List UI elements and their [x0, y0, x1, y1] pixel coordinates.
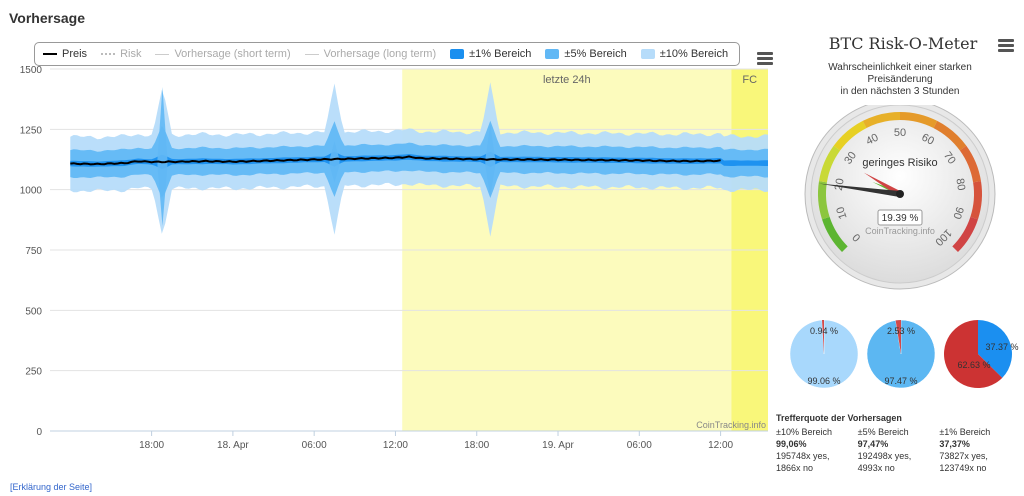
legend-label: Vorhersage (long term)	[323, 48, 437, 60]
x-tick-label: 19. Apr	[542, 440, 574, 451]
x-tick-label: 12:00	[383, 440, 408, 451]
gauge-tick-label: 80	[953, 177, 967, 191]
gauge-value: 19.39 %	[882, 213, 919, 224]
gauge-band	[933, 120, 967, 151]
gauge-band	[862, 112, 901, 129]
x-tick-label: 18. Apr	[217, 440, 249, 451]
legend-symbol	[101, 53, 116, 55]
gauge-menu-icon[interactable]	[998, 39, 1014, 53]
legend-symbol	[640, 49, 655, 59]
pie-hit-label: 37.37 %	[985, 342, 1018, 352]
legend-symbol	[304, 53, 319, 55]
gauge-tick-label: 20	[833, 177, 847, 191]
legend-label: ±5% Bereich	[564, 48, 627, 60]
gauge-subtitle: Wahrscheinlichkeit einer starken Preisän…	[828, 62, 972, 97]
stats-title: Trefferquote der Vorhersagen	[776, 413, 902, 423]
volatility-spike	[157, 87, 168, 226]
gauge-hand-marker	[863, 172, 902, 196]
gauge-needle	[818, 183, 901, 197]
gauge-band	[970, 181, 982, 220]
y-tick-label: 0	[36, 427, 42, 438]
legend-item[interactable]: ±10% Bereich	[640, 48, 729, 60]
risk-label: geringes Risiko	[862, 157, 937, 169]
gauge-band	[818, 181, 830, 220]
gauge-tick-label: 40	[864, 132, 880, 148]
gauge-tick-label: 90	[950, 205, 965, 220]
y-tick-label: 500	[25, 306, 42, 317]
y-tick-label: 250	[25, 367, 42, 378]
x-tick-label: 18:00	[139, 440, 164, 451]
region-label: letzte 24h	[543, 74, 591, 86]
price-line	[70, 155, 721, 166]
band-area	[70, 151, 769, 169]
pie-hit-label: 99.06 %	[807, 376, 840, 386]
pie-miss-slice	[895, 320, 901, 354]
pie-miss-label: 0.94 %	[810, 326, 838, 336]
legend-symbol	[155, 53, 170, 55]
gauge-tick-label: 60	[920, 132, 936, 148]
gauge-credit: CoinTracking.info	[865, 226, 935, 236]
volatility-spike	[329, 141, 340, 183]
volatility-spike	[485, 124, 496, 197]
gauge-band	[959, 145, 981, 183]
x-tick-label: 12:00	[708, 440, 733, 451]
hit-rate-pies: 0.94 % 99.06 % 2.53 % 97.47 % 37.37 % 62.63 %	[789, 319, 1019, 389]
gauge-band	[833, 120, 867, 151]
legend-symbol	[450, 49, 465, 59]
legend-symbol	[545, 49, 560, 59]
legend-label: Risk	[120, 48, 142, 60]
legend-item[interactable]: ±5% Bereich	[545, 48, 627, 60]
gauge-title: BTC Risk-O-Meter	[828, 34, 978, 53]
y-tick-label: 750	[25, 246, 42, 257]
stats-col-1: ±1% Bereich 37,37% 73827x yes, 123749x n…	[939, 427, 991, 473]
pie-hit-slice	[978, 320, 1012, 378]
pie-miss-label: 62.63 %	[957, 360, 990, 370]
legend-label: ±10% Bereich	[659, 48, 729, 60]
x-tick-label: 06:00	[627, 440, 652, 451]
pie-hit-slice	[789, 319, 859, 389]
gauge-band	[899, 112, 938, 129]
hit-rate-stats: Trefferquote der Vorhersagen ±10% Bereic…	[776, 413, 1021, 474]
legend-item[interactable]: Vorhersage (long term)	[304, 48, 437, 60]
legend-label: Preis	[62, 48, 88, 60]
chart-legend: Preis Risk Vorhersage (short term) Vorhersa…	[34, 42, 740, 66]
legend-item[interactable]: Risk	[101, 48, 141, 60]
stats-col-5: ±5% Bereich 97,47% 192498x yes, 4993x no	[857, 427, 912, 473]
legend-symbol	[43, 53, 57, 55]
y-tick-label: 1500	[20, 65, 43, 76]
pie-hit-slice	[866, 319, 936, 389]
gauge-tick-label: 50	[894, 127, 906, 139]
page-title: Vorhersage	[9, 10, 85, 26]
chart-credit: CoinTracking.info	[696, 420, 766, 430]
gauge-pivot	[896, 190, 904, 198]
gauge-tick-label: 70	[941, 150, 958, 167]
gauge-band	[952, 216, 978, 252]
legend-item[interactable]: Vorhersage (short term)	[155, 48, 291, 60]
forecast-chart: letzte 24h FC 0 250 500 750 1000 1250 1500 18:00 1…	[20, 65, 769, 451]
legend-item[interactable]: Preis	[43, 48, 87, 60]
pie-miss-slice	[821, 320, 824, 354]
pie-hit-label: 97.47 %	[884, 376, 917, 386]
region-label: FC	[742, 74, 757, 86]
gauge-value-box	[877, 209, 923, 226]
stats-col-10: ±10% Bereich 99,06% 195748x yes, 1866x n…	[776, 427, 832, 473]
legend-label: ±1% Bereich	[469, 48, 532, 60]
gauge-tick-label: 10	[834, 205, 849, 220]
legend-label: Vorhersage (short term)	[174, 48, 291, 60]
explain-page-link[interactable]: [Erklärung der Seite]	[10, 482, 93, 492]
gauge-band	[819, 145, 841, 183]
chart-menu-icon[interactable]	[757, 52, 773, 66]
legend-item[interactable]: ±1% Bereich	[450, 48, 531, 60]
y-tick-label: 1000	[20, 186, 43, 197]
pie-miss-slice	[944, 320, 1003, 388]
gauge-tick-label: 30	[842, 150, 859, 167]
x-tick-label: 18:00	[464, 440, 489, 451]
pie-miss-label: 2.53 %	[887, 326, 915, 336]
y-tick-label: 1250	[20, 125, 43, 136]
gauge-band	[822, 216, 848, 252]
x-tick-label: 06:00	[302, 440, 327, 451]
